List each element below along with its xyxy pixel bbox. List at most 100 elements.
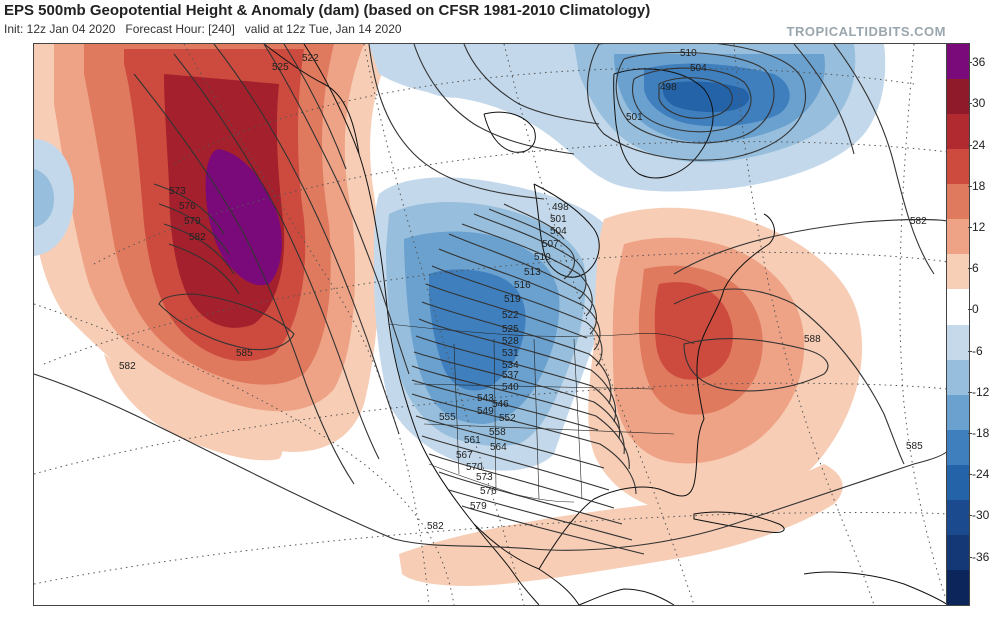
contour-label: 525: [272, 62, 289, 73]
contour-510-arctic: [586, 44, 807, 161]
contour-504-arctic: [615, 51, 775, 144]
colorbar-tick-mark: [968, 474, 972, 476]
contour-label: 585: [906, 441, 923, 452]
contour-label: 582: [189, 232, 206, 243]
contour-label: 582: [910, 216, 927, 227]
contour-label: 552: [499, 413, 516, 424]
contour-label: 540: [502, 382, 519, 393]
contour-ridge-525: [283, 44, 347, 170]
colorbar-tick-label: 18: [972, 178, 986, 193]
contour-label: 501: [626, 112, 643, 123]
coastline-greenland: [613, 68, 714, 179]
contour-label: 576: [480, 486, 497, 497]
latitude-line-20n: [34, 512, 948, 585]
colorbar-segment: [947, 394, 969, 431]
colorbar-segment: [947, 219, 969, 256]
contour-label: 576: [179, 201, 196, 212]
colorbar-tick-mark: [968, 556, 972, 558]
map-canvas: 525 522 510 504 498 501 498 501 504 507 …: [34, 44, 948, 605]
contour-label: 588: [804, 334, 821, 345]
colorbar-tick-mark: [968, 268, 972, 270]
colorbar-tick-mark: [968, 62, 972, 64]
contour-label: 579: [470, 501, 487, 512]
contour-label: 543: [477, 393, 494, 404]
colorbar-tick-label: 12: [972, 220, 986, 235]
anomaly-pacific-ridge-36: [205, 149, 282, 286]
contour-trough-570: [448, 489, 633, 541]
coastline-gulf: [538, 418, 705, 570]
lat-lon-grid: [34, 44, 948, 605]
contour-trough-531: [413, 351, 625, 455]
contour-trough-498: [503, 203, 565, 240]
contour-label: 564: [490, 442, 507, 453]
contour-arctic-outer-4: [833, 44, 935, 275]
contour-label: 582: [119, 361, 136, 372]
contour-label: 519: [504, 294, 521, 305]
colorbar-segment: [947, 534, 969, 571]
contour-ridge-522: [263, 44, 410, 375]
contour-ridge-540: [213, 44, 400, 435]
colorbar-segment: [947, 44, 969, 81]
border-state-6: [423, 423, 675, 435]
contour-label: 498: [660, 82, 677, 93]
contour-label: 567: [456, 450, 473, 461]
colorbar-tick-label: 0: [972, 302, 979, 317]
coastline-central-america: [578, 588, 675, 605]
contour-label: 585: [236, 348, 253, 359]
contour-label: 546: [492, 399, 509, 410]
contour-label: 525: [502, 324, 519, 335]
contour-trough-576: [461, 505, 645, 555]
colorbar-tick-mark: [968, 309, 972, 311]
colorbar-segment: [947, 464, 969, 501]
colorbar-segment: [947, 149, 969, 186]
colorbar-tick-mark: [968, 227, 972, 229]
contour-arctic-outer-1: [368, 44, 545, 200]
border-state-4: [573, 338, 583, 500]
anomaly-subtropical-ridge: [399, 464, 843, 586]
anomaly-west-pacific-trough: [34, 139, 74, 256]
contour-trough-504: [473, 213, 587, 300]
contour-498-arctic: [658, 77, 733, 119]
colorbar-segment: [947, 79, 969, 116]
colorbar-segment: [947, 429, 969, 466]
contour-label: 507: [542, 239, 559, 250]
colorbar-segment: [947, 289, 969, 326]
contour-label: 555: [439, 412, 456, 423]
contour-label: 549: [477, 406, 494, 417]
coastline-alaska: [263, 44, 360, 155]
contour-label: 501: [550, 214, 567, 225]
colorbar-tick-label: 36: [972, 55, 986, 70]
colorbar-tick-label: -6: [972, 343, 983, 358]
contour-ridge-570: [133, 73, 355, 485]
anomaly-central-pacific-6: [104, 354, 283, 461]
contour-trough-519: [425, 283, 588, 339]
contour-trough-507: [461, 223, 593, 317]
colorbar-tick-mark: [968, 185, 972, 187]
anomaly-east-ridge-24: [654, 282, 733, 380]
map-subtitle: Init: 12z Jan 04 2020 Forecast Hour: [24…: [4, 22, 402, 36]
contour-trough-525: [418, 318, 617, 423]
contour-arctic-outer-5: [793, 44, 855, 155]
colorbar-tick-label: 6: [972, 261, 979, 276]
contour-ridge-585: [158, 293, 295, 351]
contour-trough-534: [411, 365, 630, 470]
colorbar-segment: [947, 254, 969, 291]
colorbar-tick-label: -36: [972, 549, 990, 564]
contour-trough-552: [421, 435, 610, 491]
contour-label: 558: [489, 427, 506, 438]
colorbar-tick-label: -24: [972, 467, 990, 482]
contour-label: 498: [552, 202, 569, 213]
contour-label: 504: [550, 226, 567, 237]
border-state-1: [453, 343, 460, 475]
contour-label: 504: [690, 63, 707, 74]
contour-label: 561: [464, 435, 481, 446]
contour-label: 510: [534, 252, 551, 263]
contour-label: 570: [466, 462, 483, 473]
coastline-arctic-islands: [483, 111, 536, 153]
border-state-5: [413, 383, 655, 390]
colorbar-segment: [947, 184, 969, 221]
colorbar-tick-mark: [968, 515, 972, 517]
contour-trough-540: [411, 393, 637, 495]
contour-label: 582: [427, 521, 444, 532]
colorbar-segment: [947, 569, 969, 605]
